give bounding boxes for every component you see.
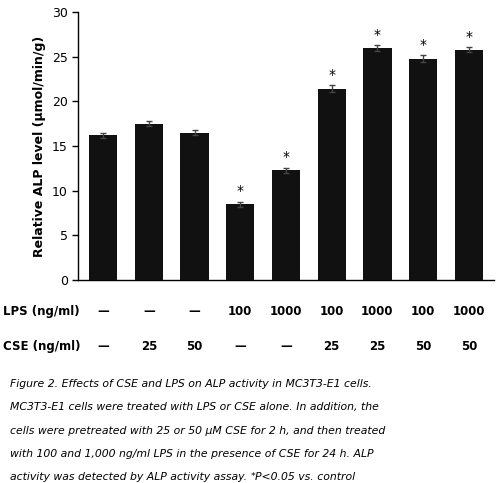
Bar [318,89,346,280]
Bar [455,50,483,280]
Text: MC3T3-E1 cells were treated with LPS or CSE alone. In addition, the: MC3T3-E1 cells were treated with LPS or … [10,402,379,412]
Text: 1000: 1000 [453,305,485,318]
Text: 100: 100 [411,305,435,318]
Text: *: * [420,38,426,52]
Text: *: * [250,472,256,481]
Text: 50: 50 [461,340,477,353]
Bar [363,48,392,280]
Text: activity was detected by ALP activity assay.: activity was detected by ALP activity as… [10,472,250,482]
Text: 1000: 1000 [361,305,394,318]
Bar [409,58,437,280]
Text: with 100 and 1,000 ng/ml LPS in the presence of CSE for 24 h. ALP: with 100 and 1,000 ng/ml LPS in the pres… [10,449,373,459]
Bar [272,170,300,280]
Bar [89,135,117,280]
Text: 100: 100 [320,305,344,318]
Text: cells were pretreated with 25 or 50 μM CSE for 2 h, and then treated: cells were pretreated with 25 or 50 μM C… [10,426,386,436]
Text: —: — [97,340,109,353]
Text: —: — [143,305,155,318]
Text: 50: 50 [415,340,431,353]
Text: 25: 25 [141,340,157,353]
Bar [226,204,255,280]
Text: 1000: 1000 [270,305,302,318]
Bar [135,124,163,280]
Bar [180,133,209,280]
Text: LPS (ng/ml): LPS (ng/ml) [3,305,79,318]
Text: P<0.05 vs. control: P<0.05 vs. control [256,472,356,482]
Text: —: — [97,305,109,318]
Text: *: * [328,68,335,82]
Text: 25: 25 [324,340,340,353]
Text: —: — [280,340,292,353]
Text: —: — [234,340,246,353]
Text: *: * [283,150,289,164]
Text: Figure 2. Effects of CSE and LPS on ALP activity in MC3T3-E1 cells.: Figure 2. Effects of CSE and LPS on ALP … [10,379,372,389]
Text: —: — [189,305,201,318]
Text: 100: 100 [228,305,253,318]
Text: *: * [465,30,472,44]
Text: 50: 50 [186,340,203,353]
Text: *: * [237,185,244,199]
Text: *: * [374,28,381,42]
Text: CSE (ng/ml): CSE (ng/ml) [3,340,80,353]
Y-axis label: Relative ALP level (μmol/min/g): Relative ALP level (μmol/min/g) [33,35,46,257]
Text: 25: 25 [369,340,386,353]
